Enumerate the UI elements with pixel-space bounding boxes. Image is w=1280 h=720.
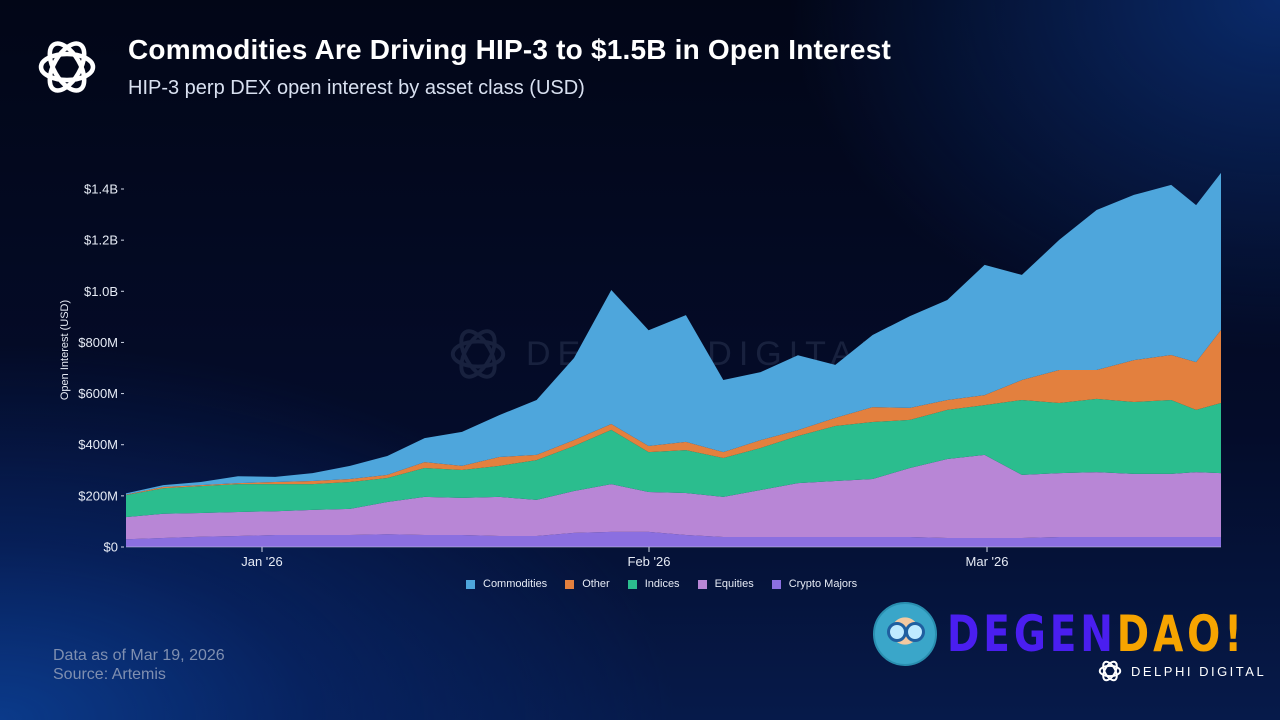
area-commodities — [126, 172, 1221, 495]
y-tick-label: $400M — [78, 437, 118, 452]
legend-item-equities[interactable]: Equities — [697, 578, 754, 590]
delphi-logo-icon — [38, 41, 96, 93]
y-tick-label: $1.4B — [84, 182, 118, 197]
legend-label: Crypto Majors — [788, 578, 858, 590]
watermark-logo-icon — [450, 329, 506, 379]
x-tick-label: Jan '26 — [241, 554, 283, 569]
brand-name: DELPHI DIGITAL — [1131, 663, 1267, 679]
legend-item-commodities[interactable]: Commodities — [466, 578, 547, 590]
degendao-sticker: DEGENDAO! — [873, 602, 1280, 666]
area-equities — [126, 454, 1221, 540]
source-note: Source: Artemis — [53, 666, 166, 683]
area-indices — [126, 398, 1221, 518]
legend-item-other[interactable]: Other — [565, 578, 610, 590]
y-axis-label: Open Interest (USD) — [59, 300, 71, 400]
avatar — [873, 602, 937, 666]
legend-label: Commodities — [483, 578, 548, 590]
legend-swatch — [627, 579, 637, 589]
area-crypto-majors — [126, 531, 1221, 547]
delphi-brand: DELPHI DIGITAL — [1097, 658, 1266, 684]
legend-label: Equities — [714, 578, 754, 590]
legend-swatch — [771, 579, 781, 589]
legend-swatch — [565, 579, 575, 589]
y-tick-label: $800M — [78, 335, 118, 350]
footer: Data as of Mar 19, 2026 Source: Artemis — [53, 646, 225, 684]
delphi-brand-logo-icon — [1098, 660, 1122, 682]
y-tick-label: $1.2B — [84, 233, 118, 248]
x-tick-label: Mar '26 — [966, 554, 1009, 569]
data-as-of: Data as of Mar 19, 2026 — [53, 647, 225, 664]
legend-swatch — [466, 579, 475, 589]
y-tick-label: $1.0B — [84, 284, 118, 299]
legend-item-indices[interactable]: Indices — [627, 578, 680, 590]
chart-legend: Commodities Other Indices Equities Crypto Ma… — [466, 578, 857, 590]
legend-label: Other — [582, 578, 610, 590]
page-title: Commodities Are Driving HIP-3 to $1.5B i… — [128, 34, 891, 65]
legend-label: Indices — [644, 578, 680, 590]
legend-swatch — [697, 579, 707, 589]
y-tick-label: $0 — [104, 540, 118, 555]
y-tick-label: $200M — [78, 488, 118, 503]
x-tick-label: Feb '26 — [628, 554, 671, 569]
legend-item-crypto-majors[interactable]: Crypto Majors — [771, 578, 858, 590]
y-tick-label: $600M — [78, 386, 118, 401]
degendao-wordmark: DEGENDAO! — [947, 605, 1246, 663]
page-subtitle: HIP-3 perp DEX open interest by asset cl… — [128, 77, 585, 99]
